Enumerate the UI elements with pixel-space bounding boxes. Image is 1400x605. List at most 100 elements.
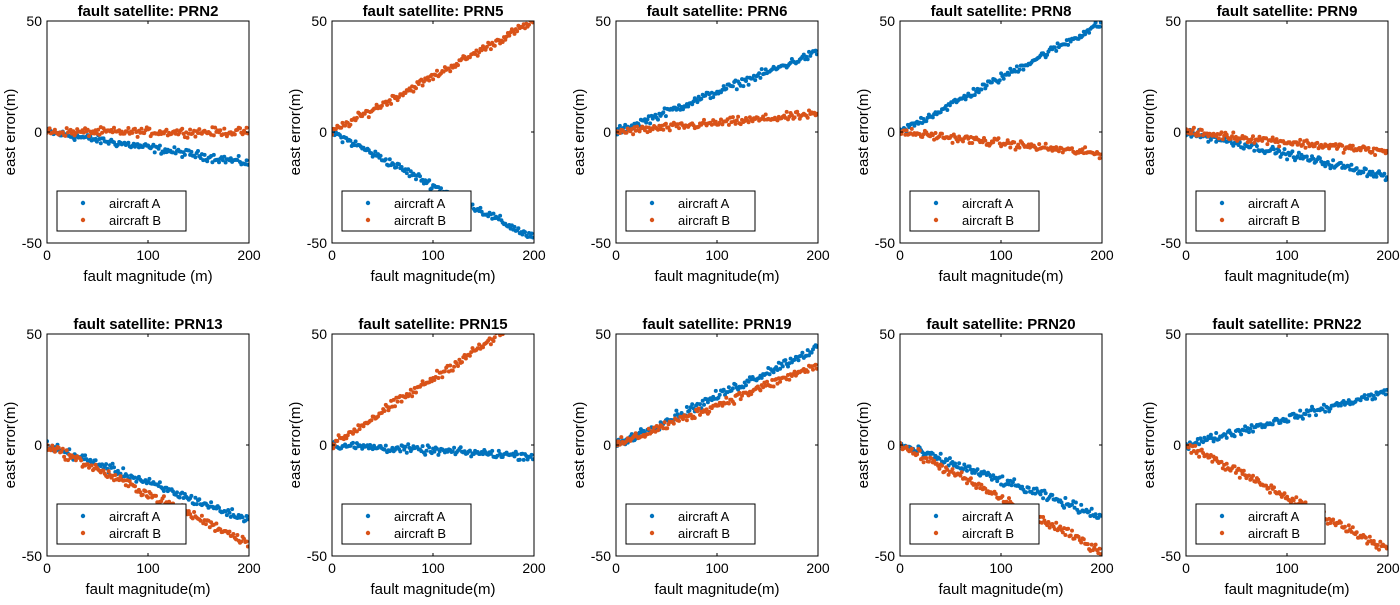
data-point [332,446,336,451]
data-point [1021,67,1026,72]
data-point [418,174,422,179]
data-point [1333,142,1338,147]
data-point [1047,525,1052,530]
data-point [1303,145,1308,150]
data-point [807,353,811,358]
data-point [436,452,441,457]
data-point [161,489,166,493]
data-point [1251,134,1255,139]
data-point [1370,149,1375,154]
data-point [967,464,972,469]
data-point [488,451,493,456]
data-point [1320,407,1325,412]
y-tick-label: 0 [887,437,895,453]
data-point [353,139,358,144]
data-point [1304,154,1309,159]
data-point [73,458,78,463]
data-point [232,132,237,137]
subplot-title: fault satellite: PRN2 [78,3,219,20]
data-point [1251,473,1255,478]
data-point [189,149,194,154]
data-point [514,322,518,326]
y-tick-label: 50 [26,326,42,342]
subplot-title: fault satellite: PRN5 [363,3,504,20]
data-point [667,128,672,133]
x-tick-label: 100 [989,560,1013,576]
data-point [1211,439,1216,444]
legend-marker [80,513,86,519]
data-point [496,448,501,453]
data-point [197,127,202,132]
data-point [217,160,221,165]
legend-marker [365,513,371,519]
data-point [955,139,960,144]
data-point [1083,145,1088,150]
data-point [971,86,976,91]
data-point [796,358,801,363]
data-point [663,121,668,126]
data-point [1367,534,1372,539]
data-point [60,446,65,451]
data-point [1282,491,1287,496]
data-point [456,63,460,68]
data-point [87,134,91,138]
legend-entry: aircraft A [962,196,1014,211]
data-point [382,447,387,452]
subplot-title: fault satellite: PRN8 [931,3,1072,20]
data-point [488,342,493,347]
data-point [1214,431,1219,435]
data-point [1277,149,1282,153]
data-point [148,491,153,496]
data-point [1097,546,1102,551]
data-point [198,518,203,523]
data-point [56,445,61,450]
data-point [457,357,462,362]
data-point [138,490,143,495]
subplot-title: fault satellite: PRN20 [926,316,1075,333]
data-point [391,162,396,167]
y-tick-label: -50 [875,235,895,251]
data-point [452,445,457,450]
scatter-points [900,440,1102,556]
data-point [209,520,214,525]
data-point [240,515,245,520]
y-tick-label: -50 [307,235,327,251]
data-point [702,402,706,407]
data-point [924,456,929,460]
data-point [904,128,909,133]
y-axis-label: east error(m) [855,89,872,176]
data-point [245,162,249,167]
data-point [530,235,534,240]
data-point [989,80,994,85]
y-axis-label: east error(m) [571,89,588,176]
data-point [1068,533,1073,538]
data-point [188,512,193,517]
scatter-points [616,48,818,137]
subplot-title: fault satellite: PRN15 [358,316,507,333]
data-point [932,458,937,463]
data-point [1384,175,1388,180]
data-point [126,126,131,130]
data-point [523,315,527,319]
x-axis-label: fault magnitude(m) [654,268,779,285]
data-point [1054,145,1059,150]
data-point [724,395,729,400]
data-point [398,449,403,454]
data-point [403,444,408,449]
data-point [759,67,764,72]
data-point [767,372,772,377]
data-point [182,152,187,157]
data-point [186,509,191,514]
data-point [520,232,525,237]
data-point [1370,169,1375,174]
legend-entry: aircraft A [678,509,730,524]
legend-marker [933,530,939,536]
x-axis-label: fault magnitude(m) [85,581,210,598]
data-point [93,458,98,463]
data-point [230,507,235,512]
y-axis-label: east error(m) [2,402,19,489]
data-point [378,153,383,158]
legend-marker [1219,513,1225,519]
data-point [1232,434,1237,439]
